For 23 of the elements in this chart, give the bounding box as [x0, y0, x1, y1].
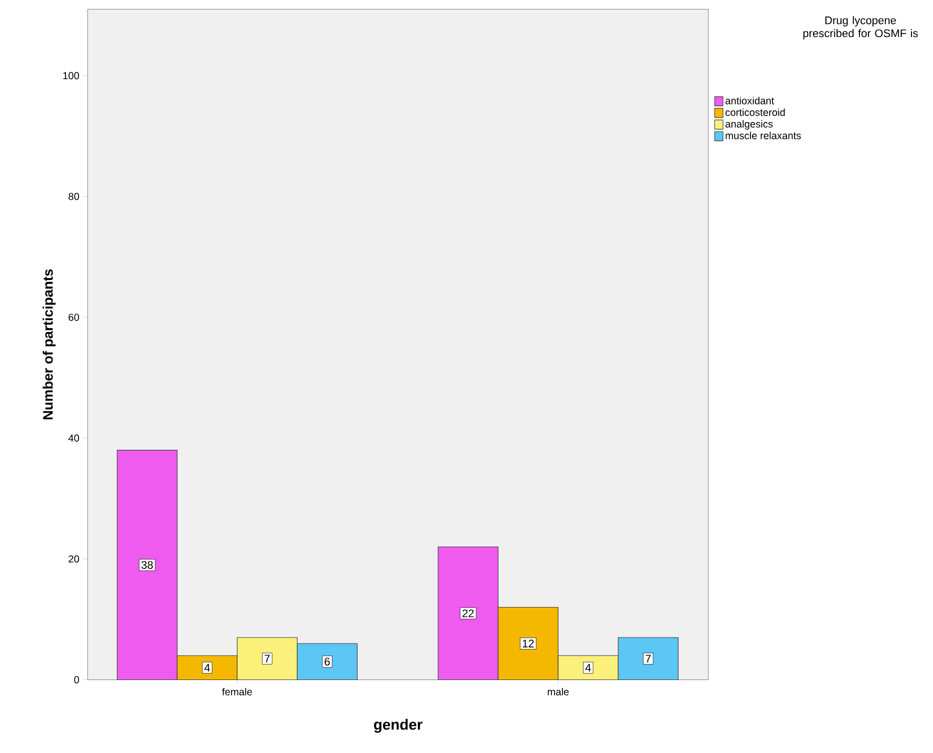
legend-label: analgesics [726, 120, 773, 130]
y-tick-label: 20 [68, 556, 80, 563]
data-label: 7 [264, 655, 270, 663]
y-tick-label: 100 [63, 72, 80, 80]
y-axis-title: Number of participants [42, 270, 56, 420]
x-tick-label: male [548, 688, 569, 696]
data-label: 22 [462, 610, 474, 618]
legend-label: corticosteroid [726, 108, 785, 116]
data-label: 4 [204, 664, 210, 672]
y-tick-label: 40 [68, 434, 80, 442]
legend-label: muscle relaxants [726, 132, 801, 140]
data-label: 12 [522, 640, 534, 648]
data-label: 6 [324, 658, 330, 666]
y-tick-label: 0 [74, 676, 80, 684]
x-tick-label: female [222, 688, 252, 696]
y-tick-label: 80 [68, 193, 80, 200]
legend-title: Drug lycopene prescribed for OSMF is [803, 16, 918, 40]
legend-label: antioxidant [726, 97, 774, 105]
data-label: 4 [585, 664, 591, 672]
y-tick-label: 60 [68, 314, 80, 322]
data-label: 7 [646, 655, 651, 663]
data-label: 38 [141, 561, 153, 570]
x-axis-title: gender [374, 719, 422, 733]
